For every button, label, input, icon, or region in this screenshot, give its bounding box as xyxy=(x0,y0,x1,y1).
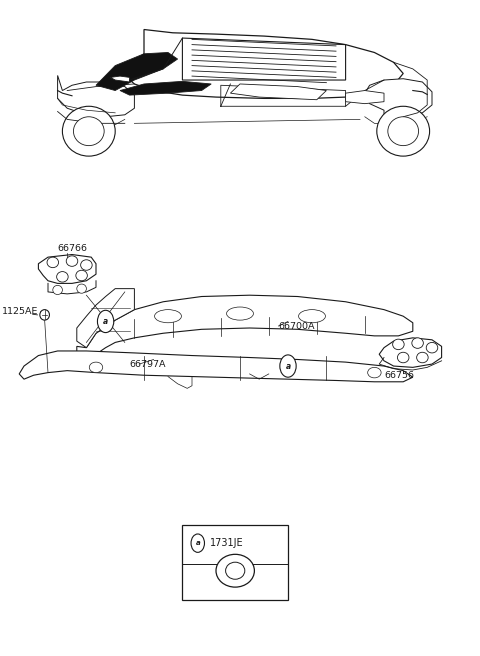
Polygon shape xyxy=(346,91,384,104)
Ellipse shape xyxy=(393,339,404,350)
Ellipse shape xyxy=(89,362,103,373)
Text: 66797A: 66797A xyxy=(130,360,166,369)
Ellipse shape xyxy=(73,117,104,146)
Text: 66756: 66756 xyxy=(384,371,414,380)
Ellipse shape xyxy=(426,342,438,353)
Text: a: a xyxy=(195,540,200,546)
Ellipse shape xyxy=(368,367,381,378)
Ellipse shape xyxy=(412,338,423,348)
Ellipse shape xyxy=(377,106,430,156)
Polygon shape xyxy=(110,76,130,82)
Ellipse shape xyxy=(281,365,295,375)
Text: a: a xyxy=(103,317,108,326)
Polygon shape xyxy=(19,351,413,382)
Ellipse shape xyxy=(62,106,115,156)
Ellipse shape xyxy=(76,270,87,281)
Ellipse shape xyxy=(53,285,62,295)
Text: a: a xyxy=(286,361,290,371)
Polygon shape xyxy=(38,255,96,283)
Polygon shape xyxy=(182,38,346,80)
Ellipse shape xyxy=(47,257,59,268)
Ellipse shape xyxy=(66,256,78,266)
Polygon shape xyxy=(77,295,413,358)
Polygon shape xyxy=(120,81,211,95)
Ellipse shape xyxy=(77,284,86,293)
Ellipse shape xyxy=(227,307,253,320)
Circle shape xyxy=(280,355,296,377)
FancyBboxPatch shape xyxy=(182,525,288,600)
Ellipse shape xyxy=(57,272,68,282)
Ellipse shape xyxy=(226,562,245,579)
Text: 66700A: 66700A xyxy=(278,322,315,331)
Ellipse shape xyxy=(216,554,254,587)
Polygon shape xyxy=(58,75,134,117)
Polygon shape xyxy=(230,84,326,100)
Polygon shape xyxy=(96,52,178,91)
Polygon shape xyxy=(365,79,432,117)
Polygon shape xyxy=(77,289,134,348)
Ellipse shape xyxy=(81,260,92,270)
Text: 1125AE: 1125AE xyxy=(2,306,39,316)
Text: 66766: 66766 xyxy=(58,243,87,253)
Circle shape xyxy=(191,534,204,552)
Text: 1731JE: 1731JE xyxy=(210,538,244,548)
Ellipse shape xyxy=(299,310,325,323)
Ellipse shape xyxy=(397,352,409,363)
Circle shape xyxy=(97,310,114,333)
Polygon shape xyxy=(379,338,442,367)
Ellipse shape xyxy=(417,352,428,363)
Ellipse shape xyxy=(40,310,49,320)
Ellipse shape xyxy=(388,117,419,146)
Polygon shape xyxy=(125,30,403,98)
Ellipse shape xyxy=(155,310,181,323)
